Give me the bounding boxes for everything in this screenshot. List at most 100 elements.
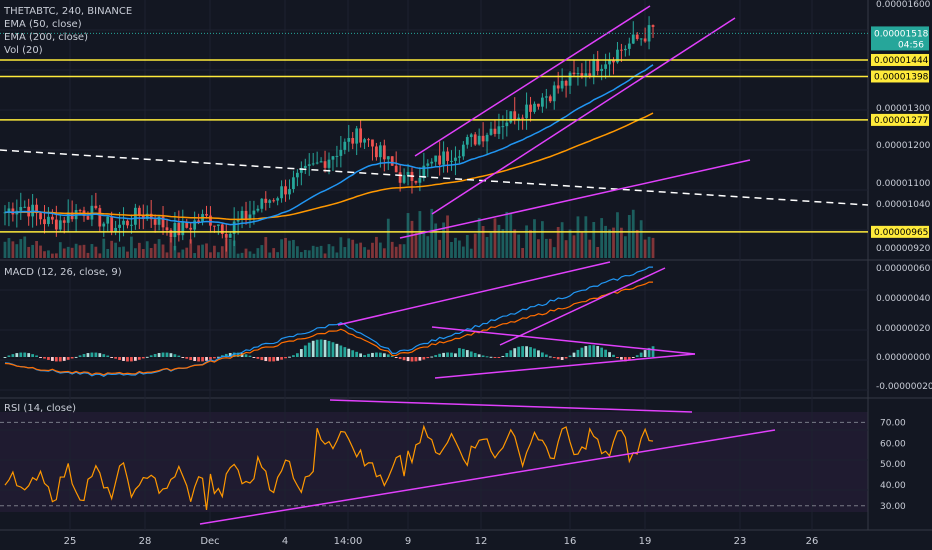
candle-body (280, 186, 283, 199)
volume-bar (114, 242, 118, 258)
time-tick: 12 (475, 536, 488, 547)
macd-histogram-bar (276, 357, 280, 361)
macd-histogram-bar (19, 352, 23, 357)
macd-histogram-bar (58, 357, 62, 362)
candle-body (608, 59, 611, 65)
macd-trendline (337, 261, 611, 326)
price-tick: 0.00001300 (876, 104, 931, 114)
grid (0, 0, 868, 530)
level-label-box (871, 70, 929, 83)
volume-bar (260, 245, 264, 258)
channel-line (399, 159, 751, 239)
macd-histogram-bar (315, 339, 319, 357)
volume-bar (11, 241, 15, 258)
macd-histogram-bar (359, 353, 362, 357)
macd-histogram-bar (327, 340, 331, 357)
candle-body (355, 128, 359, 144)
macd-histogram-bar (216, 356, 220, 358)
macd-histogram-bar (66, 357, 70, 360)
macd-histogram-bar (78, 355, 82, 357)
candle-body (351, 138, 355, 144)
candle-body (485, 134, 489, 142)
volume-bar (94, 246, 98, 258)
macd-histogram-bar (47, 357, 50, 360)
volume-bar (544, 238, 548, 258)
channel-line (414, 5, 651, 157)
candle-body (106, 216, 110, 224)
macd-histogram-bar (461, 348, 465, 357)
candle-body (268, 200, 272, 203)
volume-bar (303, 249, 307, 258)
candle-body (489, 128, 493, 135)
macd-histogram-bar (442, 352, 445, 357)
candle-body (540, 97, 544, 107)
time-tick: 19 (639, 536, 652, 547)
macd-histogram-bar (169, 353, 173, 357)
volume-bar (106, 248, 110, 258)
macd-histogram-bar (386, 354, 390, 357)
candle-body (54, 219, 58, 230)
macd-histogram-bar (114, 357, 118, 359)
candle-body (454, 157, 457, 161)
macd-histogram-bar (430, 356, 434, 358)
ema50-line (4, 64, 654, 226)
volume-bar (122, 246, 125, 258)
indicator-vol[interactable]: Vol (20) (4, 45, 43, 56)
macd-histogram-bar (94, 352, 98, 357)
macd-histogram-bar (82, 354, 86, 357)
volume-bar (651, 237, 655, 258)
macd-title[interactable]: MACD (12, 26, close, 9) (4, 267, 122, 278)
volume-bar (86, 252, 90, 258)
macd-histogram-bar (643, 350, 647, 357)
candle-body (122, 220, 125, 225)
volume-bar (620, 227, 623, 258)
macd-histogram-bar (600, 347, 604, 357)
level-label: 0.00001398 (874, 72, 929, 82)
volume-bar (31, 244, 35, 258)
ema200-line (4, 112, 654, 221)
candle-body (382, 145, 386, 160)
macd-histogram-bar (596, 346, 600, 357)
volume-bar (284, 237, 287, 258)
macd-histogram-bar (347, 348, 351, 357)
volume-bar (157, 239, 161, 258)
volume-bar (102, 238, 106, 258)
volume-bar (359, 242, 362, 258)
rsi-tick: 70.00 (880, 418, 906, 428)
macd-histogram-bar (651, 346, 655, 357)
volume-bar (450, 241, 453, 258)
macd-histogram-bar (375, 352, 378, 357)
volume-bar (592, 222, 596, 258)
volume-bar (627, 215, 631, 258)
drawings (0, 5, 869, 525)
macd-histogram-bar (193, 357, 197, 361)
macd-histogram-bar (422, 357, 426, 360)
candle-body (639, 38, 643, 40)
candle-body (181, 222, 185, 236)
volume-bar (335, 252, 339, 258)
macd-histogram-bar (23, 352, 27, 357)
macd-histogram-bar (458, 348, 461, 357)
level-label: 0.00000965 (874, 228, 928, 238)
volume-bar (604, 225, 607, 258)
volume-bar (410, 220, 414, 258)
macd-histogram-bar (118, 357, 121, 360)
volume-bar (118, 247, 121, 258)
volume-bar (493, 218, 497, 258)
macd-histogram-bar (406, 357, 410, 362)
candle-body (418, 178, 422, 183)
time-tick: 26 (806, 536, 819, 547)
rsi-title[interactable]: RSI (14, close) (4, 403, 76, 414)
indicator-ema200[interactable]: EMA (200, close) (4, 32, 88, 43)
candle-body (19, 207, 23, 211)
macd-histogram-bar (339, 345, 343, 357)
volume-bar (78, 245, 82, 258)
macd-histogram-bar (592, 345, 596, 357)
macd-histogram-bar (525, 346, 528, 357)
candle-body (220, 224, 224, 234)
macd-histogram-bar (647, 347, 651, 357)
macd-histogram-bar (513, 348, 517, 357)
volume-bar (343, 247, 347, 258)
indicator-ema50[interactable]: EMA (50, close) (4, 19, 82, 30)
